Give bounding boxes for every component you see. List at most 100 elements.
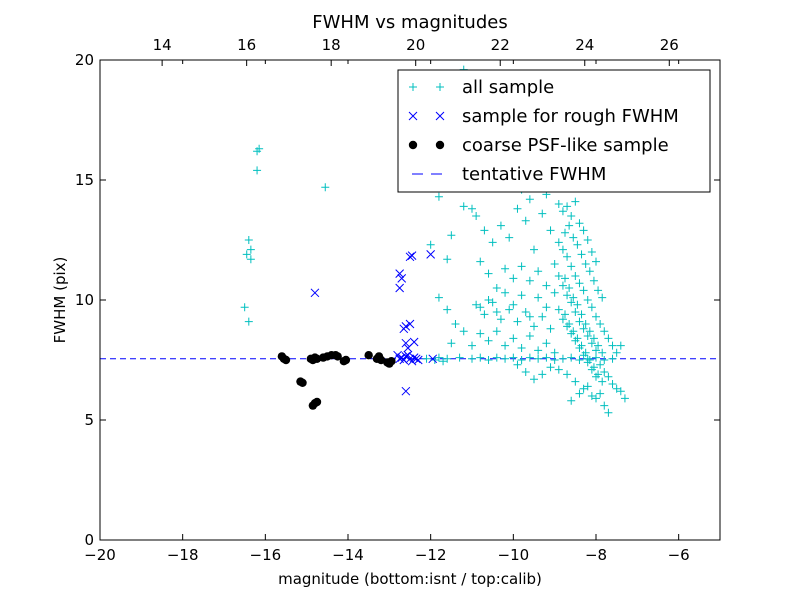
data-point (565, 221, 574, 230)
data-point (567, 212, 576, 220)
data-point (587, 339, 596, 348)
data-point (387, 357, 396, 366)
data-point (592, 312, 600, 321)
data-point (587, 303, 596, 312)
data-point (592, 346, 600, 355)
legend-entry: sample for rough FWHM (408, 106, 679, 127)
data-point (451, 320, 460, 328)
data-point (333, 352, 342, 361)
y-axis-label: FWHM (pix) (51, 257, 69, 344)
data-point (401, 338, 411, 348)
legend-frame (397, 69, 711, 193)
legend-entry: tentative FWHM (412, 164, 606, 185)
data-point (598, 348, 607, 357)
data-point (571, 308, 580, 316)
data-point (608, 341, 617, 350)
data-point (246, 245, 255, 254)
data-point (513, 360, 522, 369)
data-point (596, 320, 605, 328)
data-point (468, 354, 476, 363)
data-point (434, 353, 443, 362)
data-point (476, 257, 485, 266)
data-point (521, 368, 530, 376)
data-point (538, 209, 547, 218)
data-point (281, 355, 291, 365)
data-point (492, 327, 501, 336)
data-point (573, 300, 582, 309)
data-point (542, 281, 551, 290)
data-point (395, 283, 405, 293)
data-point (298, 378, 307, 387)
data-point (407, 251, 417, 260)
data-point (240, 303, 249, 312)
data-point (581, 348, 590, 357)
data-point (405, 252, 415, 262)
data-point (517, 262, 526, 271)
data-point (480, 310, 489, 319)
data-point (546, 363, 555, 372)
data-point (577, 310, 586, 319)
legend-swatch (408, 140, 418, 150)
data-point (434, 293, 443, 302)
top-x-tick-label: 26 (660, 36, 679, 54)
data-point (468, 204, 476, 213)
data-point (492, 353, 501, 362)
data-point (558, 315, 567, 324)
data-point (480, 226, 489, 235)
data-point (567, 298, 576, 307)
data-point (608, 354, 617, 363)
data-point (558, 207, 567, 216)
data-point (561, 228, 569, 237)
data-point (600, 356, 609, 364)
data-point (583, 296, 592, 304)
data-point (569, 327, 578, 336)
data-point (550, 348, 559, 357)
y-tick-label: 15 (75, 171, 94, 189)
data-point (501, 341, 510, 350)
data-point (341, 355, 351, 365)
legend-label: coarse PSF-like sample (462, 135, 669, 156)
data-point (577, 250, 586, 259)
data-point (575, 219, 584, 228)
top-x-tick-label: 18 (322, 36, 341, 54)
data-point (600, 368, 609, 376)
data-point (554, 305, 563, 314)
data-point (565, 320, 574, 328)
data-point (434, 192, 443, 201)
data-point (525, 276, 534, 285)
data-point (397, 274, 407, 283)
data-point (554, 200, 563, 208)
data-point (587, 392, 596, 400)
data-point (312, 397, 322, 407)
data-point (476, 353, 485, 362)
data-point (589, 276, 598, 285)
data-point (571, 377, 580, 386)
data-point (501, 264, 510, 273)
y-tick-label: 20 (75, 51, 94, 69)
data-point (505, 305, 514, 314)
data-point (565, 284, 574, 292)
data-point (594, 370, 603, 379)
data-point (561, 310, 569, 319)
data-point (525, 353, 534, 362)
data-point (542, 353, 551, 362)
data-point (563, 202, 572, 211)
data-point (472, 212, 481, 220)
x-tick-label: −18 (167, 546, 199, 564)
data-point (501, 288, 510, 297)
data-point (600, 401, 609, 410)
top-x-tick-label: 24 (575, 36, 594, 54)
data-point (554, 365, 563, 374)
data-point (550, 356, 559, 364)
data-point (577, 341, 586, 350)
data-point (550, 260, 559, 268)
data-point (561, 274, 569, 283)
data-point (546, 226, 555, 235)
legend: all sample sample for rough FWHM coarse PS… (397, 69, 711, 193)
data-point (407, 356, 417, 366)
data-point (488, 298, 497, 307)
data-point (596, 389, 605, 398)
y-tick-label: 0 (84, 531, 94, 549)
data-point (509, 353, 518, 362)
data-point (321, 183, 330, 192)
